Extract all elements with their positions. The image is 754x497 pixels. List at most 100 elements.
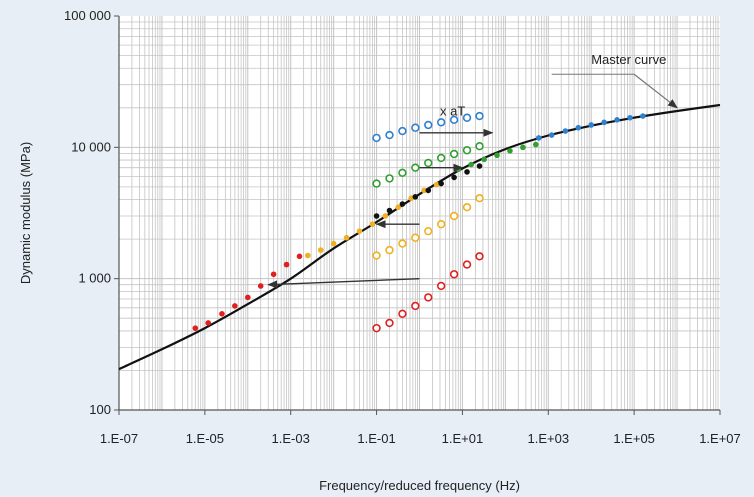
data-points xyxy=(192,111,646,333)
shifted-point xyxy=(257,283,264,289)
measured-point xyxy=(449,211,459,221)
measured-point xyxy=(462,146,472,155)
shifted-point xyxy=(507,148,513,154)
shifted-point xyxy=(369,221,376,227)
shifted-point xyxy=(412,194,419,200)
shifted-point xyxy=(192,325,199,331)
measured-point xyxy=(398,126,407,136)
shifted-point xyxy=(464,169,470,175)
shifted-point xyxy=(399,201,406,207)
master-curve-line xyxy=(118,103,721,371)
measured-point xyxy=(372,323,381,333)
shifted-point xyxy=(356,228,363,234)
measured-point xyxy=(424,293,433,302)
measured-point xyxy=(475,193,484,203)
shifted-point xyxy=(535,135,542,141)
shifted-point xyxy=(533,141,539,148)
y-tick-label: 100 xyxy=(89,402,111,417)
shifted-point xyxy=(219,311,225,317)
y-tick-label: 100 000 xyxy=(64,8,111,23)
x-tick-label: 1.E-05 xyxy=(186,431,224,446)
shifted-point xyxy=(373,213,380,219)
measured-point xyxy=(424,158,433,168)
shifted-point xyxy=(304,252,311,259)
measured-point xyxy=(372,251,381,260)
measured-point xyxy=(449,149,459,159)
annotation-label: Master curve xyxy=(591,52,666,67)
shifted-point xyxy=(562,128,569,134)
shifted-point xyxy=(425,187,432,194)
x-tick-label: 1.E+03 xyxy=(527,431,569,446)
measured-point xyxy=(385,130,394,140)
measured-point xyxy=(436,281,446,291)
y-tick-label: 1 000 xyxy=(78,271,111,286)
shifted-point xyxy=(520,144,526,151)
x-tick-label: 1.E+01 xyxy=(442,431,484,446)
annotations: x aT Master curve xyxy=(440,52,678,118)
measured-point xyxy=(424,120,433,130)
shifted-point xyxy=(244,294,251,301)
shifted-point xyxy=(386,207,393,214)
annotation-label: x aT xyxy=(440,103,465,118)
measured-point xyxy=(411,123,420,132)
shifted-point xyxy=(627,114,633,121)
measured-point xyxy=(475,142,484,151)
shifted-point xyxy=(433,181,440,188)
shift-arrow xyxy=(267,277,420,289)
measured-point xyxy=(436,118,446,127)
x-tick-label: 1.E+05 xyxy=(613,431,655,446)
master-curve-layer xyxy=(118,103,721,371)
axes xyxy=(118,16,720,411)
shifted-point xyxy=(382,213,389,219)
gridlines xyxy=(119,16,720,410)
shifted-point xyxy=(614,117,620,123)
shifted-point xyxy=(640,113,646,119)
measured-point xyxy=(398,239,407,248)
y-axis-title: Dynamic modulus (MPa) xyxy=(18,142,33,284)
measured-point xyxy=(475,252,484,261)
x-tick-label: 1.E-07 xyxy=(100,431,138,446)
measured-point xyxy=(372,179,381,188)
shifted-point xyxy=(283,261,290,268)
measured-point xyxy=(372,133,381,143)
shifted-point xyxy=(468,161,474,168)
shifted-point xyxy=(548,132,555,138)
shift-arrows xyxy=(267,128,494,289)
x-tick-label: 1.E+07 xyxy=(699,431,741,446)
measured-point xyxy=(385,174,394,183)
measured-point xyxy=(449,270,459,279)
x-tick-label: 1.E-01 xyxy=(357,431,395,446)
shifted-point xyxy=(481,156,487,163)
tick-labels: 1.E-07 1.E-05 1.E-03 1.E-01 1.E+01 1.E+03 1.E+… xyxy=(64,8,741,446)
shifted-point xyxy=(270,271,277,278)
shifted-point xyxy=(451,174,457,181)
measured-point xyxy=(436,153,446,163)
annotation-pointer-arrow xyxy=(633,73,678,109)
measured-point xyxy=(411,233,420,242)
shifted-point xyxy=(588,122,595,128)
measured-point xyxy=(462,113,472,122)
shifted-point xyxy=(205,320,212,326)
measured-point xyxy=(475,111,484,121)
shifted-point xyxy=(421,187,427,194)
x-axis-title: Frequency/reduced frequency (Hz) xyxy=(319,478,520,493)
shifted-point xyxy=(476,163,483,169)
shifted-point xyxy=(343,234,350,241)
measured-point xyxy=(449,115,459,125)
measured-point xyxy=(424,226,433,236)
shifted-point xyxy=(232,303,238,309)
measured-point xyxy=(462,260,472,269)
measured-point xyxy=(436,219,446,229)
measured-point xyxy=(411,163,420,172)
y-tick-label: 10 000 xyxy=(71,139,111,154)
measured-point xyxy=(398,168,407,177)
measured-point xyxy=(398,309,407,319)
shifted-point xyxy=(296,253,303,260)
shifted-point xyxy=(575,124,582,131)
measured-point xyxy=(462,203,472,212)
measured-point xyxy=(385,245,394,255)
shifted-point xyxy=(395,204,402,211)
measured-point xyxy=(385,318,394,328)
